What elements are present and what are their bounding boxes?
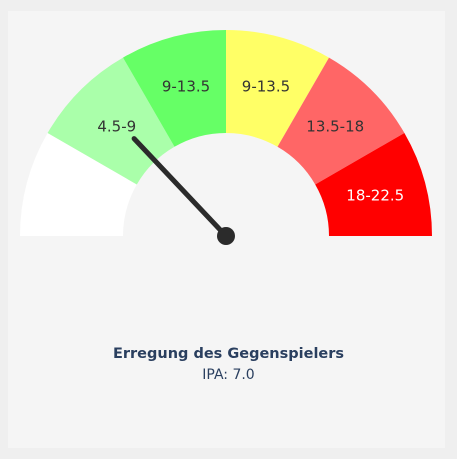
gauge-band-6 xyxy=(315,133,432,236)
gauge-band-label-4: 9-13.5 xyxy=(242,77,290,95)
gauge-band-label-6: 18-22.5 xyxy=(346,187,404,205)
gauge-bands xyxy=(20,30,432,236)
gauge-band-label-5: 13.5-18 xyxy=(306,117,364,135)
gauge-band-3 xyxy=(123,30,226,147)
gauge-band-labels: 4.5-9 9-13.5 9-13.5 13.5-18 18-22.5 xyxy=(97,77,404,204)
gauge-band-4 xyxy=(226,30,329,147)
gauge-title: Erregung des Gegenspielers xyxy=(112,346,345,362)
gauge-subtitle: IPA: 7.0 xyxy=(202,367,255,383)
gauge-needle xyxy=(131,136,229,239)
gauge-band-label-3: 9-13.5 xyxy=(162,77,210,95)
gauge-band-5 xyxy=(277,57,405,185)
gauge-band-2 xyxy=(47,57,175,185)
gauge-needle-hub xyxy=(217,227,235,245)
gauge-band-1 xyxy=(20,133,137,236)
gauge-band-label-2: 4.5-9 xyxy=(97,117,136,135)
